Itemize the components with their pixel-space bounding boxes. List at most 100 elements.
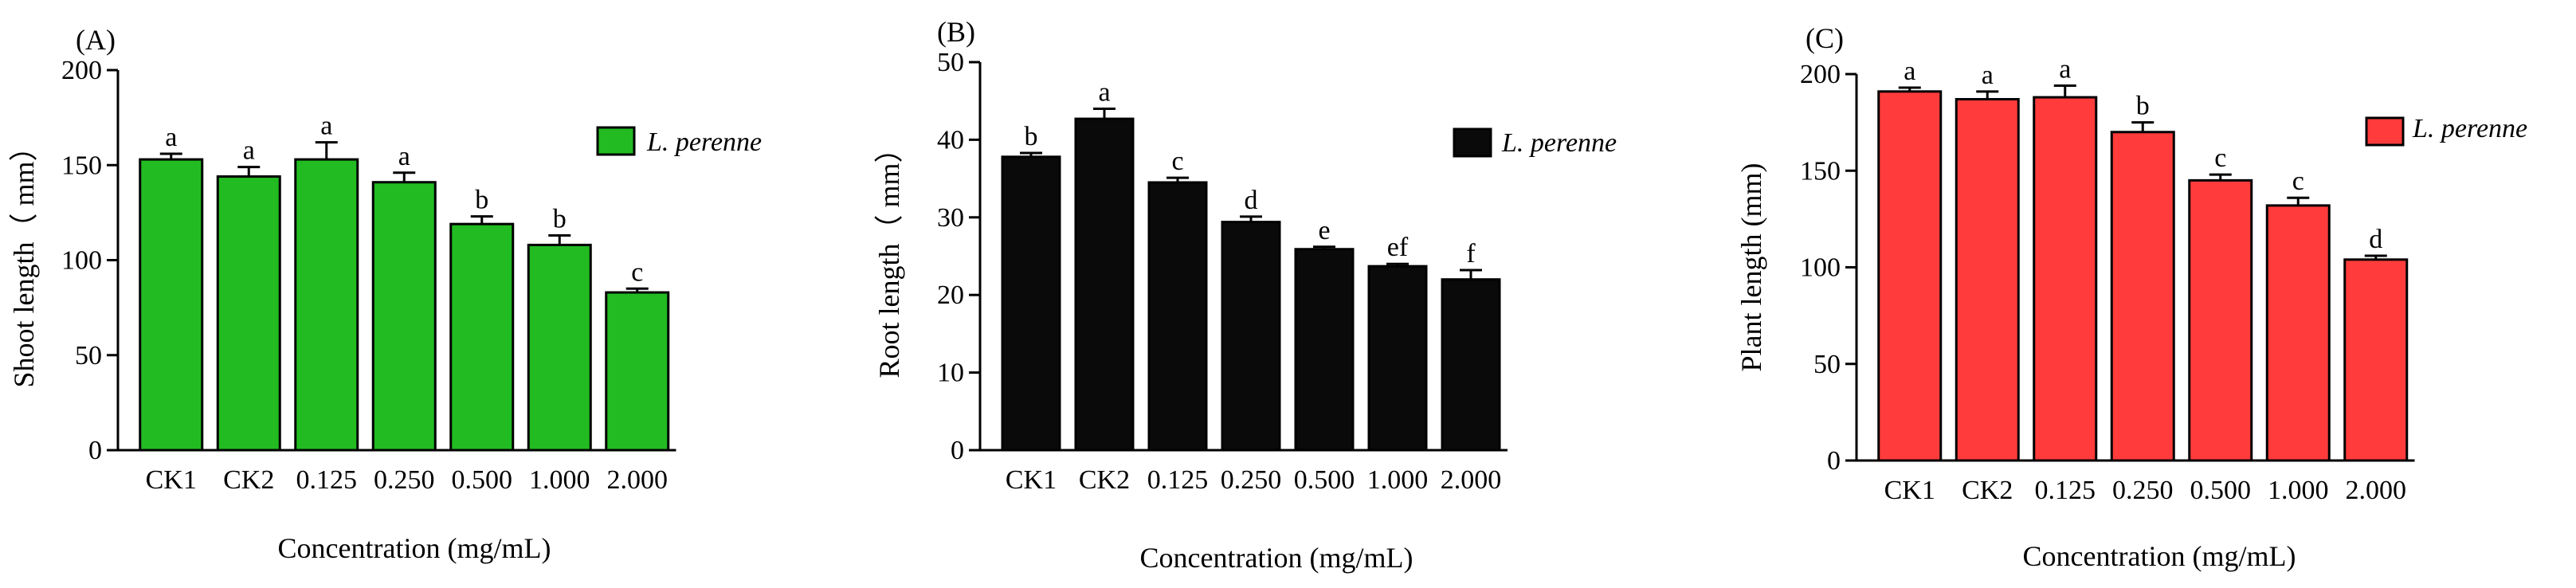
significance-letter: d [2369, 225, 2382, 254]
y-axis-title: Plant length (mm) [1735, 163, 1767, 372]
x-tick-label: 0.500 [2190, 476, 2252, 505]
bar [2188, 178, 2253, 462]
chart-panel-a: 0 50 100 150 200 a CK1 a CK2 a 0.125 a 0.250 b 0.500 b 1… [0, 0, 845, 588]
x-tick-label: CK1 [146, 465, 197, 495]
y-tick-label: 0 [88, 436, 102, 465]
y-tick-label: 50 [937, 48, 964, 77]
bar [1074, 117, 1135, 452]
bar [1221, 221, 1281, 452]
significance-letter: ef [1387, 233, 1409, 262]
x-tick-label: 0.500 [452, 465, 513, 495]
y-tick-label: 50 [75, 341, 102, 370]
x-axis-title: Concentration (mg/mL) [278, 532, 551, 564]
x-tick-label: 0.250 [1221, 465, 1282, 495]
root-length-chart: 0 10 20 30 40 50 b CK1 a CK2 c 0.125 d 0.250 e 0.500 ef 1… [873, 16, 1617, 574]
plant-length-chart: 0 50 100 150 200 a CK1 a CK2 a 0.125 b 0.250 c 0.500 c 1… [1735, 22, 2527, 572]
chart-panel-c: 0 50 100 150 200 a CK1 a CK2 a 0.125 b 0.250 c 0.500 c 1… [1729, 0, 2576, 588]
legend-swatch [2365, 116, 2405, 147]
significance-letter: a [165, 123, 177, 152]
bar [1367, 265, 1428, 452]
x-tick-label: 1.000 [1367, 465, 1429, 495]
x-axis-title: Concentration (mg/mL) [2023, 540, 2296, 572]
bar [2265, 204, 2331, 462]
y-tick-label: 50 [1813, 350, 1841, 379]
significance-letter: c [2292, 167, 2304, 196]
significance-letter: a [1982, 61, 1994, 90]
bar [605, 291, 670, 452]
bar [2343, 258, 2409, 462]
x-tick-label: CK2 [1079, 465, 1130, 495]
significance-letter: a [2059, 55, 2071, 84]
x-tick-label: 2.000 [607, 465, 669, 495]
y-tick-label: 150 [61, 151, 102, 180]
x-tick-label: 1.000 [2268, 476, 2329, 505]
significance-letter: a [398, 142, 410, 171]
bar [1147, 181, 1208, 452]
y-tick-label: 150 [1800, 156, 1841, 186]
bar [1294, 248, 1355, 452]
legend-label: L. perenne [2412, 114, 2527, 143]
y-tick-label: 10 [937, 359, 964, 388]
x-tick-label: 2.000 [1441, 465, 1502, 495]
significance-letter: a [1098, 77, 1110, 107]
significance-letter: b [1025, 122, 1038, 151]
significance-letter: d [1245, 186, 1258, 215]
bar [139, 158, 204, 452]
significance-letter: c [631, 257, 643, 287]
bar [2033, 96, 2098, 462]
x-tick-label: CK1 [1006, 465, 1057, 495]
significance-letter: c [1171, 147, 1183, 176]
y-axis-title: Root length（ mm） [873, 135, 905, 378]
y-tick-label: 0 [1827, 446, 1841, 476]
bar [1877, 90, 1943, 462]
bar [527, 243, 592, 452]
y-tick-label: 20 [937, 280, 964, 310]
bar [216, 175, 281, 452]
significance-letter: b [2136, 92, 2150, 121]
bar [2110, 131, 2175, 462]
legend-label: L. perenne [1501, 128, 1617, 158]
x-tick-label: 0.125 [296, 465, 358, 495]
panel-label: (A) [76, 24, 116, 56]
x-tick-label: 0.125 [2035, 476, 2096, 505]
significance-letter: a [243, 136, 255, 166]
x-tick-label: CK2 [223, 465, 274, 495]
bar [371, 181, 437, 452]
y-tick-label: 40 [937, 125, 964, 155]
significance-letter: f [1466, 239, 1476, 269]
panel-label: (C) [1806, 22, 1844, 54]
x-tick-label: 0.500 [1294, 465, 1355, 495]
significance-letter: c [2214, 143, 2226, 173]
y-axis-title: Shoot length（ mm） [8, 132, 40, 387]
y-tick-label: 200 [61, 56, 102, 85]
bar [449, 222, 515, 452]
legend-swatch [596, 126, 636, 156]
significance-letter: a [320, 112, 332, 141]
chart-panel-b: 0 10 20 30 40 50 b CK1 a CK2 c 0.125 d 0.250 e 0.500 ef 1… [861, 0, 1705, 588]
significance-letter: a [1904, 57, 1915, 86]
panel-label: (B) [937, 16, 975, 48]
bar [1001, 155, 1061, 452]
x-tick-label: CK1 [1884, 476, 1935, 505]
x-tick-label: 0.125 [1147, 465, 1209, 495]
significance-letter: b [475, 186, 488, 215]
y-tick-label: 100 [1800, 253, 1841, 283]
significance-letter: b [553, 204, 567, 233]
shoot-length-chart: 0 50 100 150 200 a CK1 a CK2 a 0.125 a 0.250 b 0.500 b 1… [8, 24, 762, 564]
x-axis-title: Concentration (mg/mL) [1140, 542, 1413, 574]
y-tick-label: 30 [937, 203, 964, 233]
legend-swatch [1453, 127, 1492, 158]
bar [1441, 278, 1501, 452]
x-tick-label: 2.000 [2346, 476, 2407, 505]
y-tick-label: 100 [61, 246, 102, 276]
x-tick-label: 1.000 [529, 465, 590, 495]
bar [294, 158, 359, 452]
y-tick-label: 200 [1800, 60, 1841, 89]
legend-label: L. perenne [646, 127, 762, 157]
y-tick-label: 0 [951, 436, 964, 465]
x-tick-label: 0.250 [374, 465, 435, 495]
bar [1955, 98, 2020, 462]
x-tick-label: CK2 [1962, 476, 2013, 505]
significance-letter: e [1318, 216, 1330, 245]
x-tick-label: 0.250 [2112, 476, 2174, 505]
